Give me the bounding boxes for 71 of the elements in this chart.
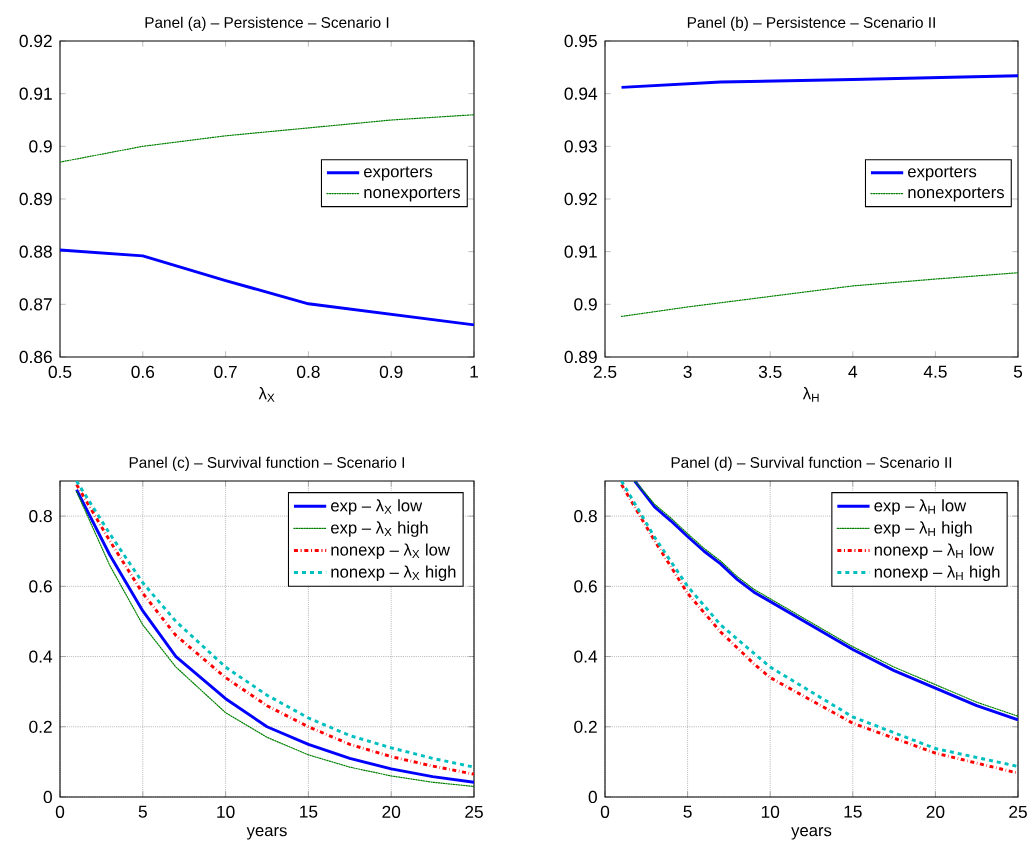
x-tick-label: 0.8 — [297, 365, 320, 378]
x-tick-label: 3 — [683, 365, 692, 378]
y-tick-label: 0.92 — [564, 192, 597, 206]
y-tick-label: 0.86 — [19, 350, 52, 364]
legend-label: nonexp – λ$_{X}$ high — [331, 565, 456, 582]
y-tick-label: 0.4 — [574, 650, 598, 663]
legend-label: nonexporters — [364, 187, 460, 202]
x-tick-label: 25 — [1009, 805, 1027, 818]
x-tick-label: 0 — [600, 805, 610, 818]
x-tick-label: 5 — [1013, 365, 1023, 378]
line-series — [620, 74, 1018, 89]
x-tick-label: 0.9 — [379, 365, 403, 378]
legend-label: nonexp – λ$_{X}$ low — [331, 543, 450, 559]
legend-label: nonexp – λ$_{H}$ low — [874, 543, 995, 559]
legend-label: exp – λ$_{H}$ low — [874, 499, 967, 515]
chart-title: Panel (d) – Survival function – Scenario II — [671, 456, 952, 471]
x-tick-label: 5 — [138, 805, 147, 818]
y-tick-label: 0.88 — [19, 245, 52, 258]
x-tick-label: 10 — [761, 805, 780, 818]
y-tick-label: 0.9 — [574, 298, 597, 311]
y-tick-label: 0.91 — [19, 87, 52, 100]
x-tick-label: 10 — [217, 805, 235, 818]
y-tick-label: 0.6 — [29, 580, 52, 593]
x-tick-label: 20 — [926, 805, 945, 818]
y-tick-label: 0.8 — [574, 509, 597, 523]
x-axis-title: years — [791, 827, 832, 840]
y-tick-label: 0.89 — [19, 192, 52, 206]
x-tick-label: 0.7 — [214, 365, 237, 378]
x-tick-label: 0.5 — [48, 365, 72, 378]
x-tick-label: 0.6 — [131, 365, 155, 378]
y-tick-label: 0 — [588, 790, 597, 804]
y-tick-label: 0.4 — [29, 650, 53, 663]
legend-label: exp – λ$_{H}$ high — [874, 521, 972, 537]
x-tick-label: 1 — [470, 365, 478, 378]
legend-label: nonexp – λ$_{H}$ high — [874, 565, 1000, 582]
x-tick-label: 5 — [683, 805, 692, 818]
x-tick-label: 2.5 — [593, 365, 617, 378]
x-tick-label: 4 — [848, 365, 858, 378]
y-tick-label: 0.94 — [564, 87, 598, 100]
x-tick-label: 15 — [844, 805, 862, 818]
y-tick-label: 0.8 — [29, 509, 52, 523]
chart-title: Panel (c) – Survival function – Scenario I — [129, 456, 405, 471]
x-axis-title: λ$_{H}$ — [802, 387, 819, 402]
y-tick-label: 0 — [43, 790, 52, 804]
y-tick-label: 0.9 — [29, 140, 52, 153]
x-tick-label: 3.5 — [758, 365, 782, 378]
line-series — [620, 272, 1018, 318]
y-tick-label: 0.2 — [29, 720, 52, 733]
x-tick-label: 25 — [465, 805, 483, 818]
x-axis-title: λ$_{X}$ — [258, 387, 275, 402]
y-tick-label: 0.95 — [564, 34, 597, 48]
legend-label: nonexporters — [908, 187, 1004, 202]
y-tick-label: 0.92 — [19, 34, 52, 48]
x-tick-label: 15 — [300, 805, 318, 818]
x-axis-title: years — [246, 827, 287, 840]
legend-label: exp – λ$_{X}$ low — [331, 499, 423, 515]
y-tick-label: 0.91 — [564, 245, 597, 258]
chart-title: Panel (b) – Persistence – Scenario II — [687, 16, 935, 31]
y-tick-label: 0.87 — [19, 298, 52, 311]
legend-label: exporters — [908, 166, 977, 181]
y-tick-label: 0.6 — [574, 580, 597, 593]
x-tick-label: 0 — [55, 805, 65, 818]
chart-title: Panel (a) – Persistence – Scenario I — [145, 16, 389, 31]
y-tick-label: 0.93 — [564, 140, 597, 153]
y-tick-label: 0.89 — [564, 350, 597, 364]
x-tick-label: 4.5 — [923, 365, 947, 378]
y-tick-label: 0.2 — [574, 720, 597, 733]
x-tick-label: 20 — [382, 805, 401, 818]
legend-label: exporters — [364, 166, 433, 181]
line-series — [60, 114, 474, 163]
legend-label: exp – λ$_{X}$ high — [331, 521, 428, 537]
